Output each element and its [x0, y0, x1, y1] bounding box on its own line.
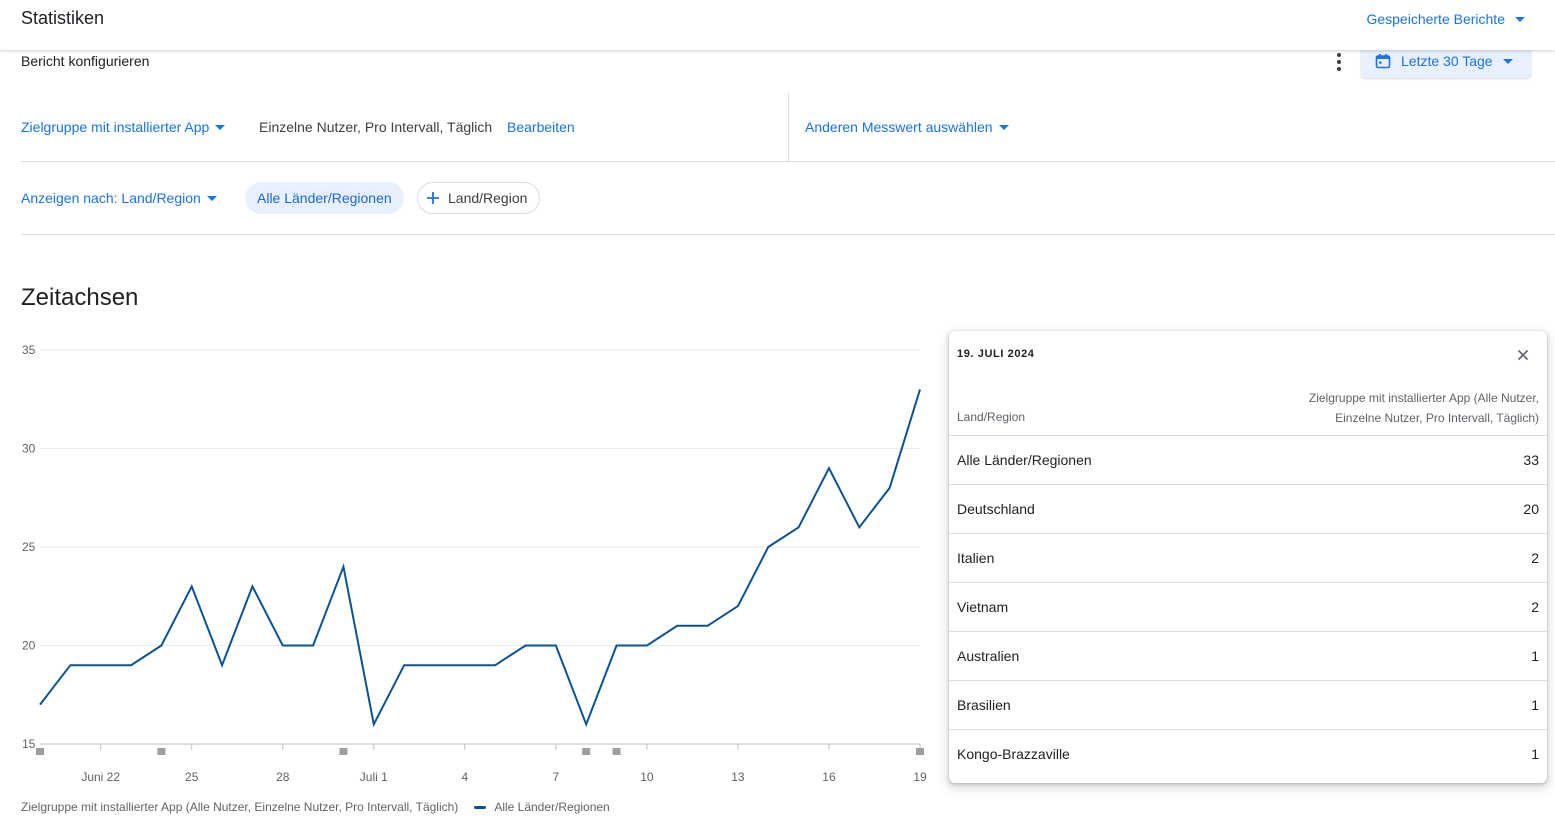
caret-down-icon — [1502, 58, 1513, 64]
tooltip-row-value: 1 — [1531, 648, 1539, 664]
add-region-chip[interactable]: Land/Region — [417, 182, 541, 214]
tooltip-row-value: 1 — [1531, 697, 1539, 713]
series-line — [39, 389, 921, 728]
metric-dropdown[interactable]: Anderen Messwert auswählen — [805, 119, 1009, 135]
page-title: Statistiken — [21, 8, 105, 28]
vertical-divider — [788, 93, 789, 161]
caret-down-icon — [215, 124, 226, 130]
tooltip-row-value: 1 — [1531, 746, 1539, 762]
tooltip-row-value: 20 — [1523, 501, 1539, 517]
chart-legend: Zielgruppe mit installierter App (Alle N… — [21, 800, 610, 814]
tooltip-row-region: Australien — [957, 648, 1020, 664]
y-tick-label: 20 — [22, 639, 36, 653]
y-tick-label: 15 — [22, 737, 36, 751]
audience-label: Zielgruppe mit installierter App — [21, 119, 210, 135]
x-tick-label: 19 — [913, 770, 927, 784]
x-tick-label: 10 — [640, 770, 654, 784]
show-by-label: Anzeigen nach: Land/Region — [21, 190, 201, 206]
tooltip-row: Deutschland 20 — [949, 484, 1547, 533]
tooltip-row-region: Deutschland — [957, 501, 1035, 517]
tooltip-row-value: 33 — [1523, 452, 1539, 468]
legend-title: Zielgruppe mit installierter App (Alle N… — [21, 800, 459, 814]
top-bar: Statistiken Gespeicherte Berichte — [0, 0, 1555, 50]
y-tick-label: 35 — [22, 343, 36, 357]
section-title: Zeitachsen — [21, 284, 139, 311]
x-tick-label: 7 — [553, 770, 560, 784]
saved-reports-dropdown[interactable]: Gespeicherte Berichte — [1366, 11, 1525, 27]
audience-dropdown[interactable]: Zielgruppe mit installierter App — [21, 119, 226, 135]
date-marker — [36, 748, 44, 755]
x-tick-label: Juni 22 — [81, 770, 120, 784]
tooltip-row: Brasilien 1 — [949, 680, 1547, 729]
tooltip-row: Vietnam 2 — [949, 582, 1547, 631]
x-tick-label: 28 — [276, 770, 290, 784]
calendar-icon — [1375, 54, 1391, 69]
date-range-label: Letzte 30 Tage — [1401, 53, 1493, 69]
tooltip-row: Kongo-Brazzaville 1 — [949, 729, 1547, 778]
tooltip-row-region: Italien — [957, 550, 995, 566]
divider — [21, 234, 1555, 235]
close-icon[interactable] — [1513, 345, 1533, 365]
divider — [21, 161, 1555, 162]
saved-reports-label: Gespeicherte Berichte — [1366, 11, 1505, 27]
show-by-dropdown[interactable]: Anzeigen nach: Land/Region — [21, 190, 217, 206]
data-tooltip-card: 19. JULI 2024 Land/Region Zielgruppe mit… — [949, 331, 1547, 783]
tooltip-row-value: 2 — [1531, 550, 1539, 566]
x-tick-label: Juli 1 — [360, 770, 388, 784]
caret-down-icon — [998, 124, 1009, 130]
x-tick-label: 16 — [822, 770, 836, 784]
tooltip-column-value-line2: Einzelne Nutzer, Pro Intervall, Täglich) — [1335, 411, 1539, 425]
tooltip-row-region: Brasilien — [957, 697, 1011, 713]
chip-all-regions[interactable]: Alle Länder/Regionen — [245, 182, 404, 214]
legend-series-name: Alle Länder/Regionen — [494, 800, 610, 814]
x-tick-label: 25 — [185, 770, 199, 784]
y-tick-label: 30 — [22, 442, 36, 456]
tooltip-row: Italien 2 — [949, 533, 1547, 582]
tooltip-column-region: Land/Region — [957, 410, 1026, 424]
caret-down-icon — [1515, 16, 1525, 22]
legend-swatch — [474, 805, 487, 809]
tooltip-row-region: Vietnam — [957, 599, 1009, 615]
x-tick-label: 4 — [461, 770, 468, 784]
y-tick-label: 25 — [22, 540, 36, 554]
date-marker — [339, 748, 348, 755]
tooltip-row-region: Kongo-Brazzaville — [957, 746, 1070, 762]
add-region-label: Land/Region — [448, 190, 528, 206]
date-marker — [582, 748, 591, 755]
metric-label: Anderen Messwert auswählen — [805, 119, 993, 135]
tooltip-row: Alle Länder/Regionen 33 — [949, 435, 1547, 484]
timeline-chart: 15 20 25 30 35 Juni 22 25 28 Juli 1 4 7 10 13 16 19 — [22, 343, 927, 784]
tooltip-row-value: 2 — [1531, 599, 1539, 615]
tooltip-date: 19. JULI 2024 — [957, 348, 1035, 360]
caret-down-icon — [206, 195, 217, 201]
tooltip-row: Australien 1 — [949, 631, 1547, 680]
date-marker — [916, 748, 924, 755]
more-vert-icon[interactable] — [1329, 50, 1349, 74]
tooltip-column-value-line1: Zielgruppe mit installierter App (Alle N… — [1308, 391, 1539, 405]
edit-link[interactable]: Bearbeiten — [507, 119, 575, 135]
date-marker — [157, 748, 166, 755]
configure-report-label: Bericht konfigurieren — [21, 53, 150, 69]
tooltip-column-value: Zielgruppe mit installierter App (Alle N… — [1239, 388, 1539, 428]
x-tick-label: 13 — [731, 770, 745, 784]
tooltip-row-region: Alle Länder/Regionen — [957, 452, 1092, 468]
date-marker — [612, 748, 621, 755]
audience-description: Einzelne Nutzer, Pro Intervall, Täglich — [259, 119, 493, 135]
plus-icon — [427, 192, 439, 204]
tooltip-rows: Alle Länder/Regionen 33 Deutschland 20 Itali… — [949, 435, 1547, 778]
